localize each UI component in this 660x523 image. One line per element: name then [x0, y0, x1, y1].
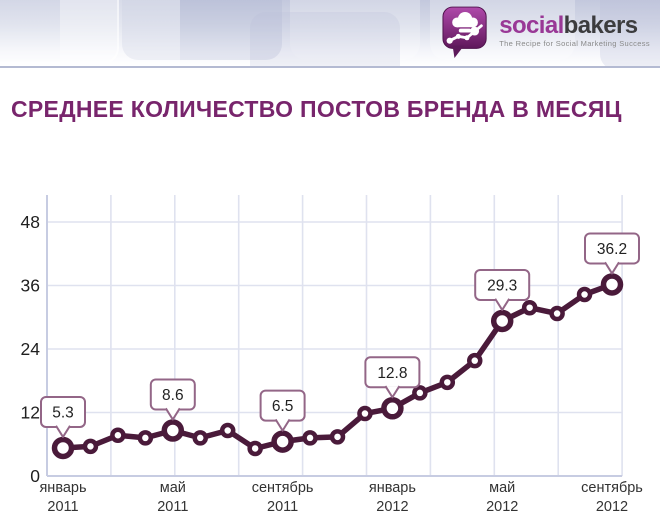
header-tile-decoration — [250, 12, 400, 66]
x-axis-tick-label: сентябрь 2012 — [581, 480, 643, 515]
logo-tagline: The Recipe for Social Marketing Success — [499, 39, 650, 48]
data-point-январь-2012 — [381, 397, 404, 420]
x-axis-tick-label: май 2012 — [486, 480, 518, 515]
y-axis-tick-label: 12 — [21, 403, 40, 423]
value-callout-29.3: 29.3 — [474, 268, 531, 311]
logo-text: socialbakers The Recipe for Social Marke… — [499, 6, 650, 49]
data-point-октябрь-2011 — [302, 430, 318, 446]
value-callout-8.6: 8.6 — [149, 378, 196, 421]
data-point-июль-2012 — [549, 305, 565, 322]
y-axis-tick-label: 48 — [21, 212, 40, 232]
y-axis-tick-label: 36 — [21, 276, 40, 296]
chart-canvas: 0 12 24 36 48 январь 2011 май 2011 сентябрь 2011 ян… — [21, 195, 643, 515]
header-tile-decoration — [0, 0, 119, 64]
data-point-март-2011 — [110, 427, 126, 444]
data-point-сентябрь-2012 — [600, 273, 624, 296]
value-callout-5.3: 5.3 — [40, 395, 86, 438]
x-axis-tick-label: май 2011 — [157, 480, 188, 515]
data-point-ноябрь-2011 — [329, 429, 346, 445]
chef-hat-chart-icon — [442, 6, 487, 58]
logo-brand-social: social — [499, 12, 564, 39]
logo-brand-bakers: bakers — [563, 12, 638, 39]
svg-text:6.5: 6.5 — [272, 398, 294, 415]
data-point-май-2012 — [490, 309, 514, 333]
data-point-декабрь-2011 — [357, 405, 373, 422]
data-point-сентябрь-2011 — [271, 430, 294, 453]
svg-text:8.6: 8.6 — [162, 387, 184, 404]
y-axis-tick-label: 0 — [30, 466, 40, 486]
logo-wordmark: socialbakers — [499, 12, 650, 39]
data-point-июнь-2012 — [521, 299, 538, 316]
data-point-апрель-2012 — [467, 352, 483, 369]
data-point-июнь-2011 — [192, 430, 208, 446]
x-axis-tick-label: январь 2011 — [39, 480, 86, 515]
svg-text:12.8: 12.8 — [377, 365, 407, 382]
value-callout-36.2: 36.2 — [584, 232, 640, 275]
svg-text:36.2: 36.2 — [597, 241, 627, 258]
page-title: СРЕДНЕЕ КОЛИЧЕСТВО ПОСТОВ БРЕНДА В МЕСЯЦ — [11, 96, 622, 122]
svg-text:5.3: 5.3 — [52, 404, 74, 421]
data-point-март-2012 — [439, 374, 456, 391]
svg-text:29.3: 29.3 — [487, 277, 517, 294]
value-callout-12.8: 12.8 — [364, 356, 421, 399]
data-point-июль-2011 — [219, 422, 236, 439]
data-point-февраль-2012 — [412, 385, 428, 401]
y-axis-tick-label: 24 — [21, 339, 41, 359]
socialbakers-logo[interactable]: socialbakers The Recipe for Social Marke… — [442, 6, 650, 60]
x-axis-tick-label: сентябрь 2011 — [252, 480, 314, 515]
average-posts-line-chart: 0 12 24 36 48 январь 2011 май 2011 сентябрь 2011 ян… — [0, 185, 660, 518]
header-bar: socialbakers The Recipe for Social Marke… — [0, 0, 660, 68]
x-axis-tick-label: январь 2012 — [369, 480, 416, 515]
data-point-май-2011 — [161, 419, 185, 442]
data-point-август-2012 — [576, 286, 593, 303]
data-point-февраль-2011 — [82, 438, 99, 455]
data-point-апрель-2011 — [137, 430, 154, 446]
header-tile-decoration — [600, 0, 660, 66]
header-tile-decoration — [60, 0, 180, 66]
value-callout-6.5: 6.5 — [259, 389, 306, 432]
header-tile-decoration — [122, 0, 282, 60]
header-tile-decoration — [290, 0, 420, 60]
data-point-август-2011 — [247, 440, 263, 457]
data-point-январь-2011 — [51, 436, 75, 460]
